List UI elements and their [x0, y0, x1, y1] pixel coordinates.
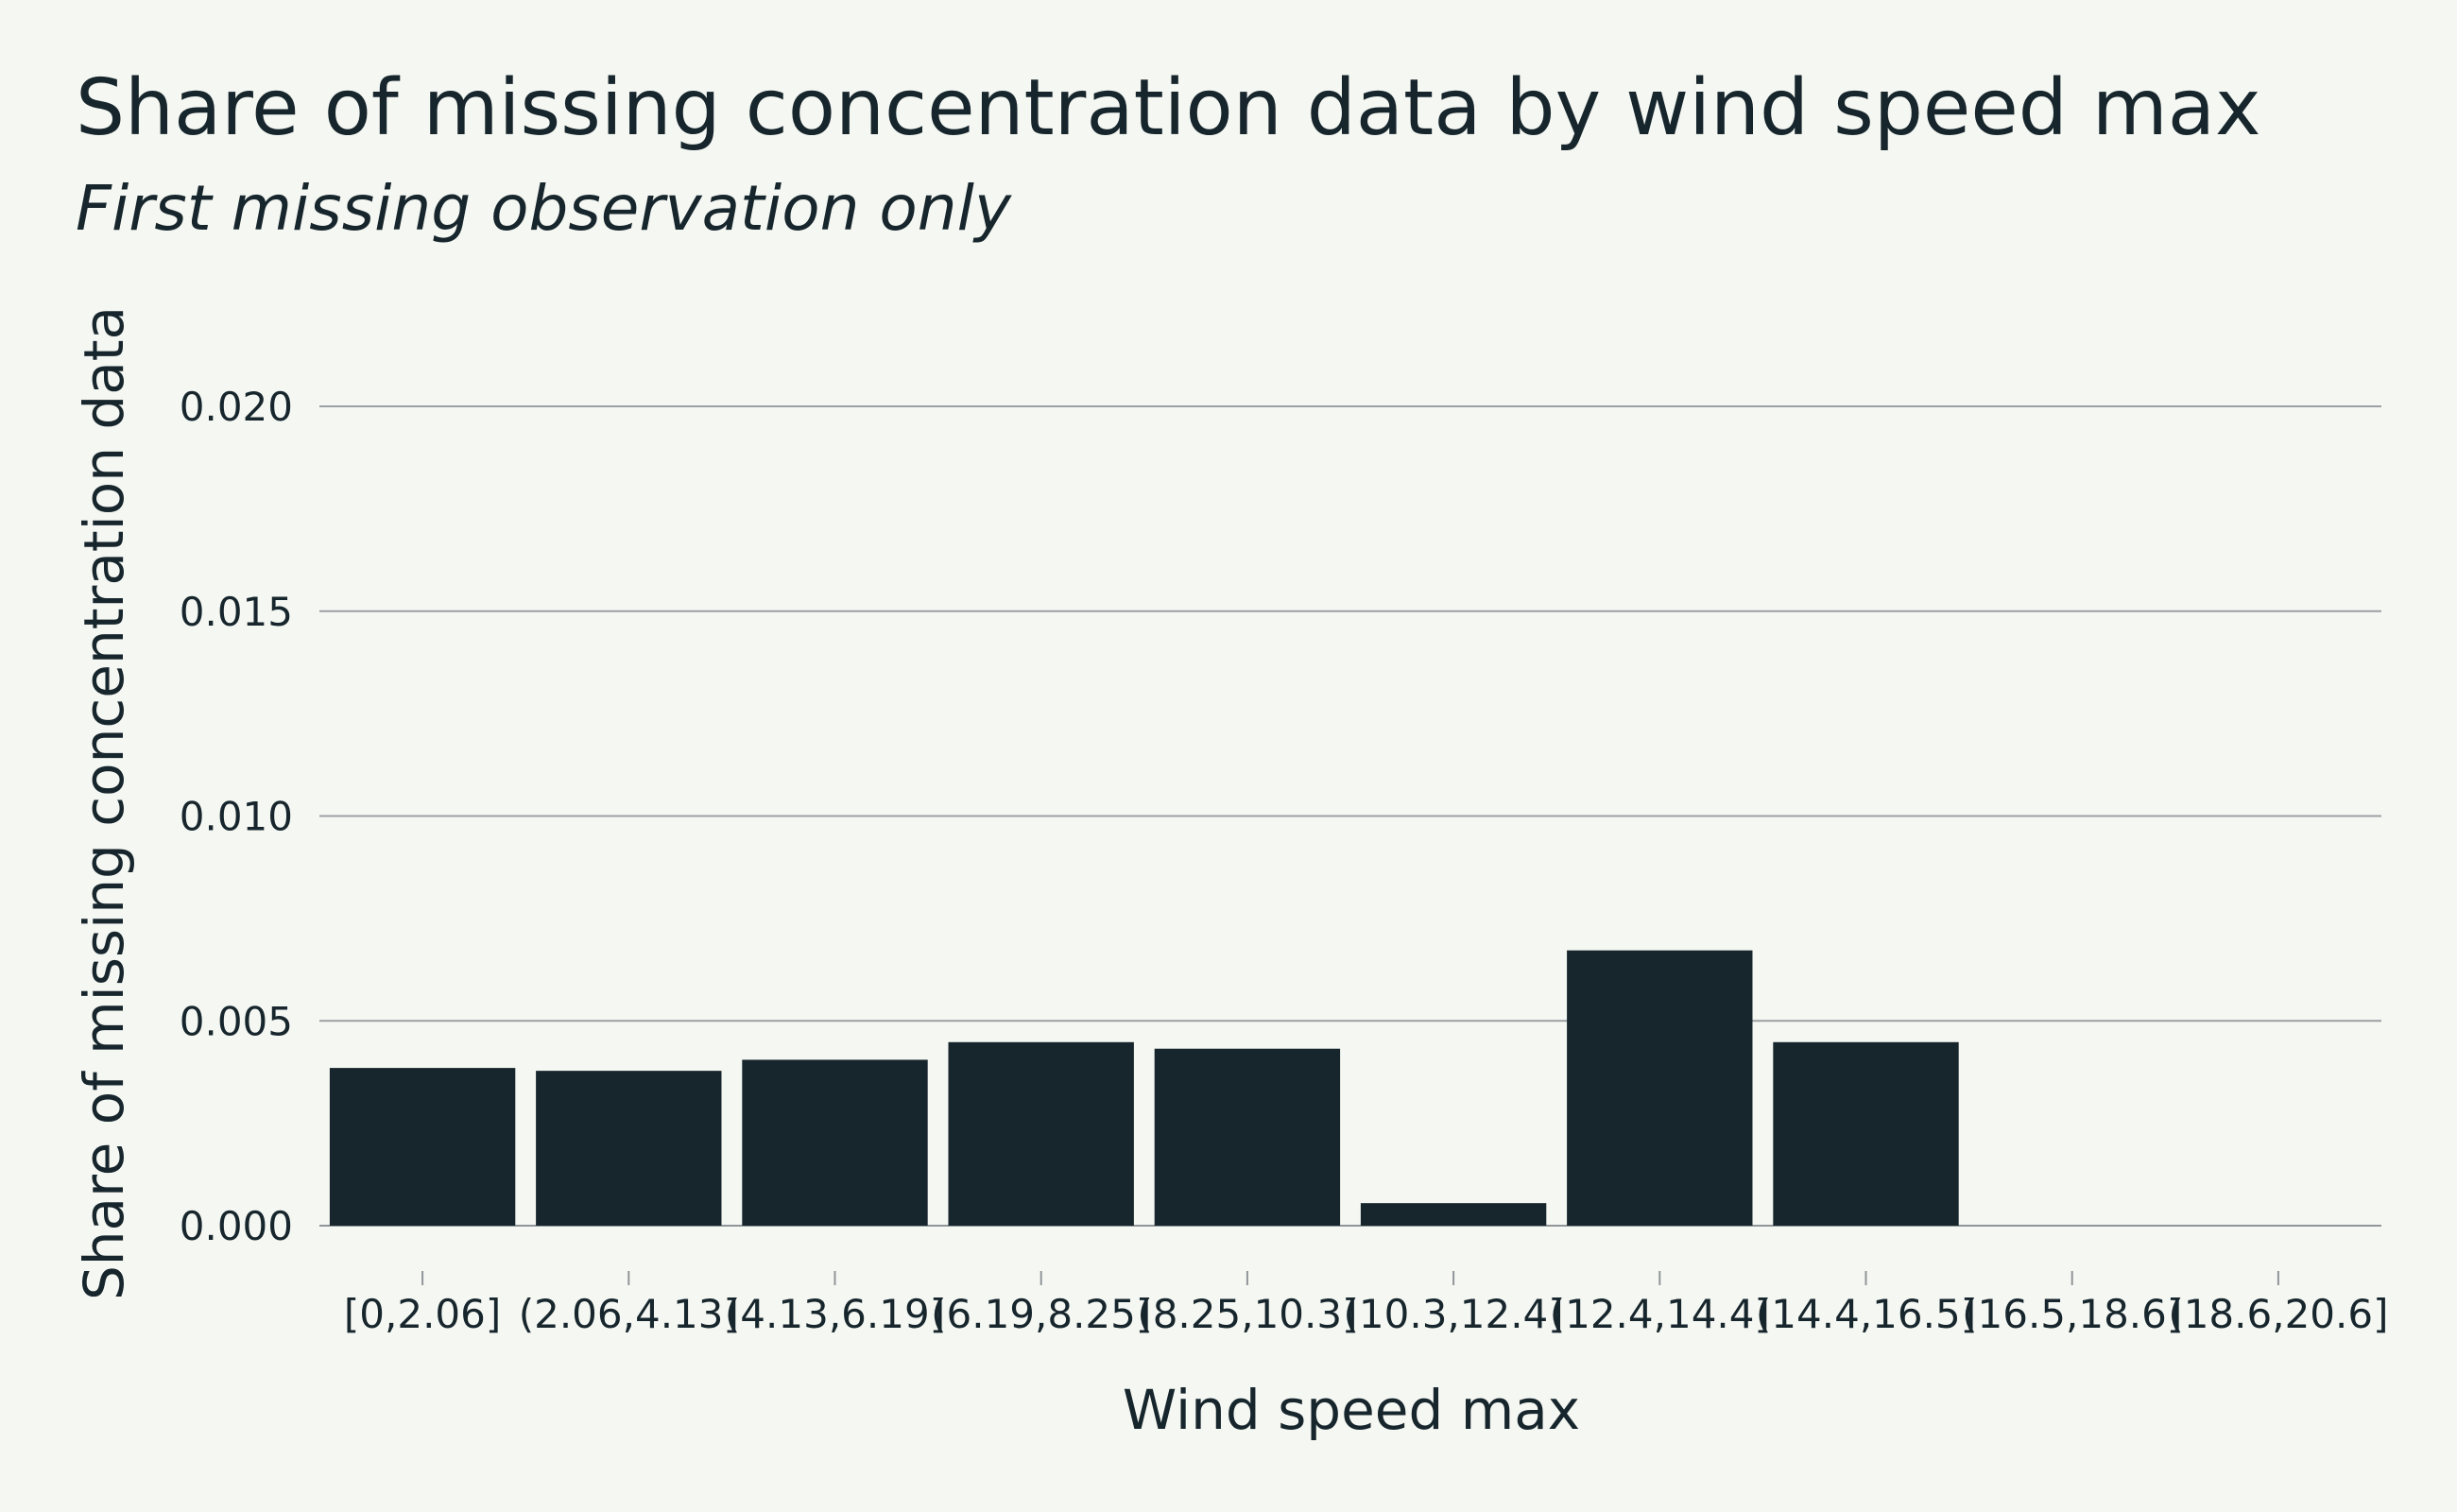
- x-tick-label: (16.5,18.6]: [1962, 1291, 2182, 1337]
- y-tick-label: 0.020: [180, 384, 293, 430]
- x-tick-label: (14.4,16.5]: [1756, 1291, 1976, 1337]
- y-axis-label: Share of missing concentration data: [72, 306, 136, 1300]
- chart-title: Share of missing concentration data by w…: [76, 63, 2261, 153]
- chart-subtitle: First missing observation only: [76, 172, 1012, 245]
- x-axis-label: Wind speed max: [1123, 1378, 1580, 1442]
- x-tick-label: (18.6,20.6]: [2168, 1291, 2388, 1337]
- x-tick-label: (6.19,8.25]: [931, 1291, 1151, 1337]
- x-tick-label: (12.4,14.4]: [1550, 1291, 1770, 1337]
- y-tick-label: 0.010: [180, 794, 293, 840]
- x-tick-label: (2.06,4.13]: [519, 1291, 739, 1337]
- bar: [1773, 1041, 1959, 1226]
- ticks-layer: 0.000 0.005 0.010 0.015 0.020 [0,2.06] (2.06,4…: [180, 384, 2389, 1337]
- x-tick-label: (8.25,10.3]: [1137, 1291, 1357, 1337]
- x-tick-label: (4.13,6.19]: [725, 1291, 945, 1337]
- x-tick-label: [0,2.06]: [344, 1291, 501, 1337]
- bar: [1360, 1203, 1547, 1226]
- bar: [742, 1059, 928, 1226]
- y-tick-label: 0.000: [180, 1203, 293, 1249]
- bar: [329, 1068, 516, 1226]
- bar: [1567, 950, 1753, 1226]
- y-tick-label: 0.015: [180, 589, 293, 635]
- bars-layer: [329, 950, 1959, 1226]
- bar: [536, 1071, 722, 1226]
- bar: [948, 1041, 1134, 1226]
- y-tick-label: 0.005: [180, 998, 293, 1044]
- bar: [1154, 1048, 1341, 1226]
- x-tick-label: (10.3,12.4]: [1344, 1291, 1564, 1337]
